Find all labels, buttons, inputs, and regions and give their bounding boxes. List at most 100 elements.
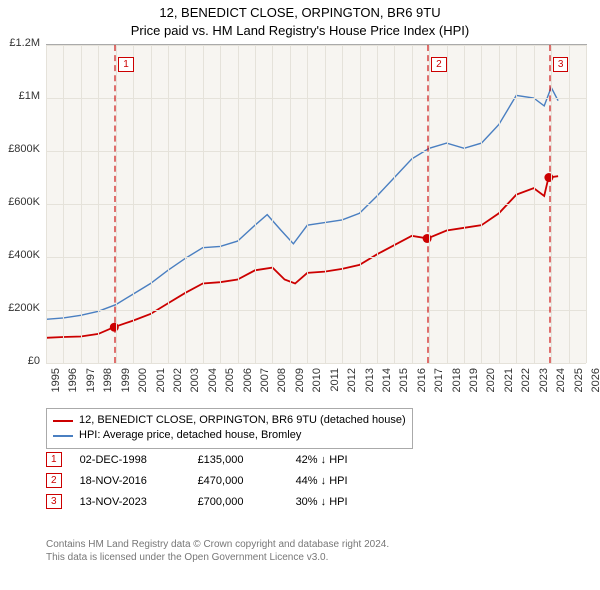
x-axis-label: 2022 — [520, 368, 532, 400]
x-gridline — [360, 45, 361, 363]
x-gridline — [185, 45, 186, 363]
x-gridline — [586, 45, 587, 363]
x-gridline — [272, 45, 273, 363]
x-axis-label: 2015 — [398, 368, 410, 400]
event-delta: 30% ↓ HPI — [296, 496, 348, 508]
x-gridline — [464, 45, 465, 363]
x-axis-label: 2024 — [555, 368, 567, 400]
x-axis-label: 2014 — [381, 368, 393, 400]
x-gridline — [168, 45, 169, 363]
x-axis-label: 2012 — [346, 368, 358, 400]
x-gridline — [255, 45, 256, 363]
legend-row: 12, BENEDICT CLOSE, ORPINGTON, BR6 9TU (… — [53, 413, 406, 428]
x-axis-label: 2011 — [329, 368, 341, 400]
x-axis-label: 2010 — [311, 368, 323, 400]
y-gridline — [46, 310, 586, 311]
legend-swatch — [53, 435, 73, 437]
x-gridline — [481, 45, 482, 363]
disclaimer: Contains HM Land Registry data © Crown c… — [46, 538, 389, 564]
y-gridline — [46, 151, 586, 152]
plot-area: 1 2 3 — [46, 44, 587, 363]
x-gridline — [429, 45, 430, 363]
x-gridline — [551, 45, 552, 363]
x-gridline — [220, 45, 221, 363]
marker-badge: 3 — [553, 57, 569, 72]
x-gridline — [63, 45, 64, 363]
title-line-1: 12, BENEDICT CLOSE, ORPINGTON, BR6 9TU — [0, 4, 600, 22]
marker-badge: 2 — [431, 57, 447, 72]
x-axis-label: 2013 — [364, 368, 376, 400]
x-axis-label: 2007 — [259, 368, 271, 400]
title-line-2: Price paid vs. HM Land Registry's House … — [0, 22, 600, 40]
x-axis-label: 2003 — [189, 368, 201, 400]
x-axis-label: 2021 — [503, 368, 515, 400]
y-axis-label: £200K — [0, 302, 40, 314]
events-table: 102-DEC-1998£135,00042% ↓ HPI218-NOV-201… — [46, 452, 348, 515]
x-axis-label: 2016 — [416, 368, 428, 400]
x-gridline — [203, 45, 204, 363]
x-axis-label: 1997 — [85, 368, 97, 400]
y-gridline — [46, 45, 586, 46]
event-date: 13-NOV-2023 — [80, 496, 180, 508]
disclaimer-line-2: This data is licensed under the Open Gov… — [46, 551, 389, 564]
event-delta: 44% ↓ HPI — [296, 475, 348, 487]
y-axis-label: £600K — [0, 196, 40, 208]
x-gridline — [377, 45, 378, 363]
disclaimer-line-1: Contains HM Land Registry data © Crown c… — [46, 538, 389, 551]
marker-vline — [549, 45, 551, 363]
y-axis-label: £0 — [0, 355, 40, 367]
x-gridline — [516, 45, 517, 363]
marker-vline — [114, 45, 116, 363]
y-axis-label: £1.2M — [0, 37, 40, 49]
legend-label: HPI: Average price, detached house, Brom… — [79, 428, 301, 443]
x-gridline — [290, 45, 291, 363]
x-axis-label: 2001 — [155, 368, 167, 400]
x-axis-label: 2004 — [207, 368, 219, 400]
x-axis-label: 2006 — [242, 368, 254, 400]
y-gridline — [46, 363, 586, 364]
x-gridline — [151, 45, 152, 363]
x-gridline — [46, 45, 47, 363]
chart-container: 12, BENEDICT CLOSE, ORPINGTON, BR6 9TU P… — [0, 0, 600, 590]
x-gridline — [307, 45, 308, 363]
event-price: £135,000 — [198, 454, 278, 466]
x-axis-label: 2020 — [485, 368, 497, 400]
x-axis-label: 2025 — [573, 368, 585, 400]
x-axis-label: 2019 — [468, 368, 480, 400]
event-badge: 2 — [46, 473, 62, 488]
event-row: 218-NOV-2016£470,00044% ↓ HPI — [46, 473, 348, 488]
x-gridline — [342, 45, 343, 363]
event-row: 102-DEC-1998£135,00042% ↓ HPI — [46, 452, 348, 467]
y-gridline — [46, 98, 586, 99]
event-price: £470,000 — [198, 475, 278, 487]
x-axis-label: 1996 — [67, 368, 79, 400]
x-gridline — [325, 45, 326, 363]
x-gridline — [394, 45, 395, 363]
x-axis-label: 1999 — [120, 368, 132, 400]
x-axis-label: 2000 — [137, 368, 149, 400]
legend-row: HPI: Average price, detached house, Brom… — [53, 428, 406, 443]
x-axis-label: 2002 — [172, 368, 184, 400]
x-gridline — [133, 45, 134, 363]
x-axis-label: 2009 — [294, 368, 306, 400]
y-axis-label: £400K — [0, 249, 40, 261]
event-badge: 3 — [46, 494, 62, 509]
legend-swatch — [53, 420, 73, 422]
x-axis-label: 2023 — [538, 368, 550, 400]
x-axis-label: 2018 — [451, 368, 463, 400]
x-axis-label: 2017 — [433, 368, 445, 400]
event-price: £700,000 — [198, 496, 278, 508]
x-axis-label: 1995 — [50, 368, 62, 400]
legend-label: 12, BENEDICT CLOSE, ORPINGTON, BR6 9TU (… — [79, 413, 406, 428]
marker-badge: 1 — [118, 57, 134, 72]
x-axis-label: 2026 — [590, 368, 600, 400]
x-gridline — [499, 45, 500, 363]
x-gridline — [98, 45, 99, 363]
y-gridline — [46, 204, 586, 205]
x-gridline — [534, 45, 535, 363]
x-axis-label: 1998 — [102, 368, 114, 400]
y-axis-label: £800K — [0, 143, 40, 155]
event-delta: 42% ↓ HPI — [296, 454, 348, 466]
marker-vline — [427, 45, 429, 363]
legend: 12, BENEDICT CLOSE, ORPINGTON, BR6 9TU (… — [46, 408, 413, 449]
